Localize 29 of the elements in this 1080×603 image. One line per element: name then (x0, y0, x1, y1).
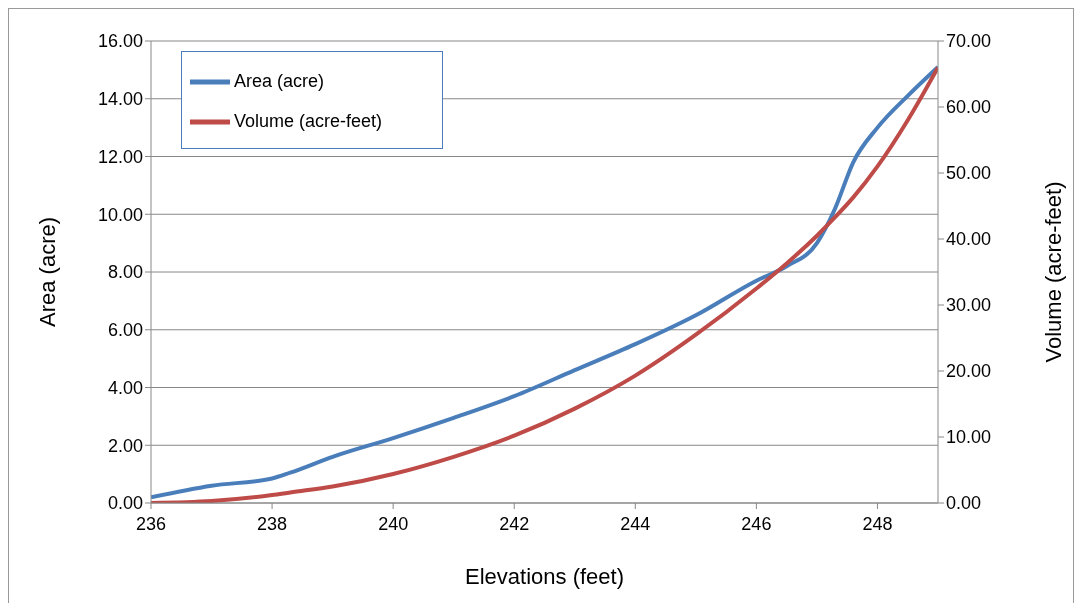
y2-tick-label: 10.00 (946, 427, 992, 448)
y2-tick-label: 30.00 (946, 295, 992, 316)
y2-tick-label: 70.00 (946, 31, 992, 52)
x-tick-label: 248 (862, 513, 893, 534)
y2-tick-label: 60.00 (946, 97, 992, 118)
x-axis-title: Elevations (feet) (465, 564, 624, 589)
y-tick-label: 0.00 (107, 493, 143, 514)
x-tick-label: 246 (741, 513, 772, 534)
y-tick-label: 12.00 (97, 146, 143, 167)
y-tick-label: 8.00 (107, 262, 143, 283)
y-tick-label: 16.00 (97, 31, 143, 52)
y-tick-label: 4.00 (107, 377, 143, 398)
y2-tick-label: 50.00 (946, 163, 992, 184)
x-tick-label: 238 (257, 513, 288, 534)
x-tick-label: 242 (499, 513, 530, 534)
x-tick-label: 236 (135, 513, 167, 534)
y2-tick-label: 20.00 (946, 361, 992, 382)
legend-label: Area (acre) (234, 70, 325, 91)
x-tick-label: 240 (378, 513, 409, 534)
y-tick-label: 10.00 (97, 204, 143, 225)
legend-label: Volume (acre-feet) (234, 110, 383, 131)
y-tick-label: 2.00 (107, 435, 143, 456)
y-tick-label: 6.00 (107, 320, 143, 341)
y2-tick-label: 40.00 (946, 229, 992, 250)
x-tick-label: 244 (620, 513, 651, 534)
y-axis-title: Area (acre) (34, 216, 60, 328)
y2-tick-label: 0.00 (946, 493, 982, 514)
y2-axis-title: Volume (acre-feet) (1040, 181, 1066, 363)
y-tick-label: 14.00 (97, 89, 143, 110)
